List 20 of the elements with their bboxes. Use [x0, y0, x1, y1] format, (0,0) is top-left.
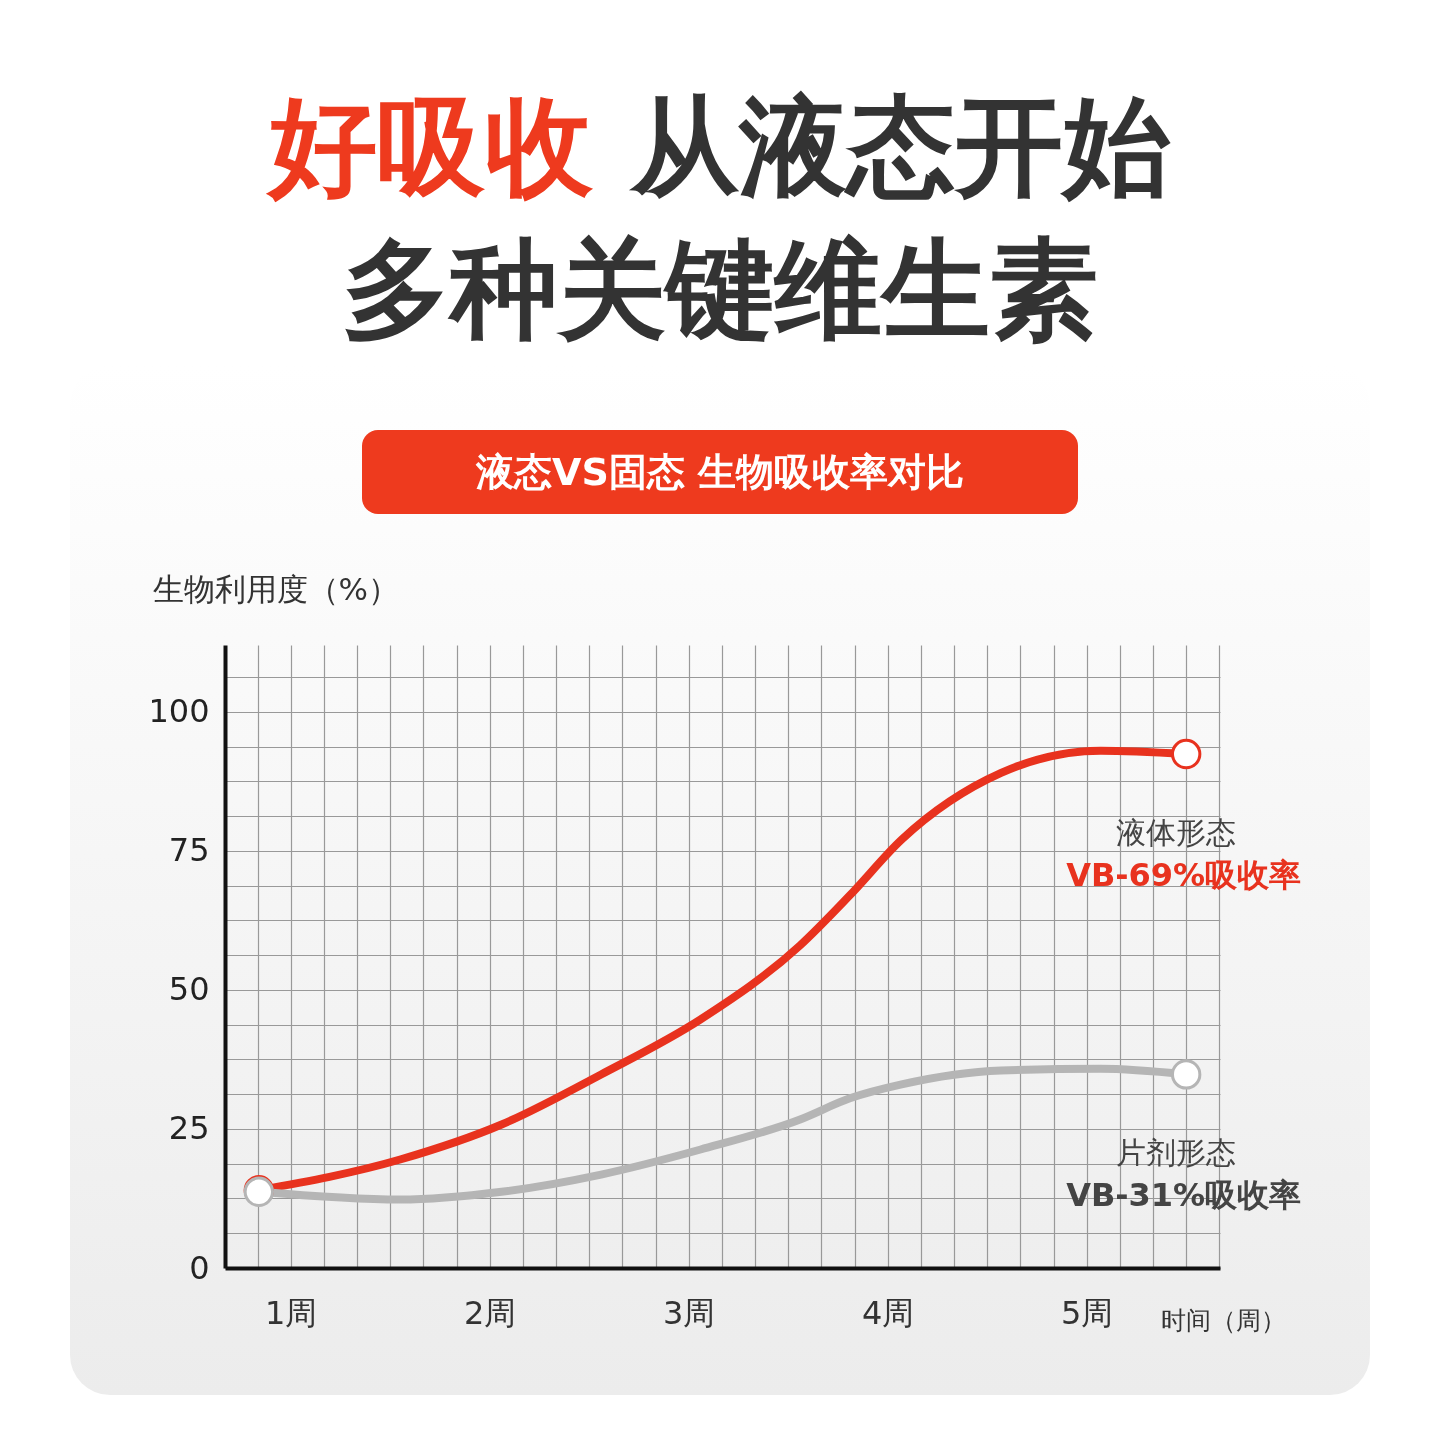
text: 片剂形态: [1116, 1135, 1237, 1171]
annotation: VB-31%吸收率: [1066, 1176, 1302, 1215]
y-tick-label: 75: [168, 831, 210, 870]
chart-subtitle: 多种关键维生素: [341, 226, 1099, 354]
y-tick-label: 0: [189, 1248, 210, 1287]
x-axis-title: 时间（周）: [1160, 1305, 1286, 1335]
text: 液体形态: [1116, 815, 1237, 851]
y-tick-label: 50: [168, 970, 210, 1009]
y-tick-label: 25: [168, 1109, 210, 1148]
y-tick-label: 100: [148, 692, 210, 731]
x-tick-label: 3周: [662, 1293, 716, 1332]
x-tick-label: 4周: [861, 1293, 915, 1332]
y-axis-title: 生物利用度（%）: [152, 570, 399, 607]
x-tick-label: 5周: [1060, 1293, 1114, 1332]
text: 液态VS固态 生物吸收率对比: [362, 430, 1078, 514]
point: [1170, 1059, 1202, 1090]
x-tick-label: 1周: [264, 1293, 318, 1332]
annotation: VB-69%吸收率: [1066, 856, 1302, 895]
x-tick-label: 2周: [463, 1293, 517, 1332]
point: [1170, 738, 1202, 770]
